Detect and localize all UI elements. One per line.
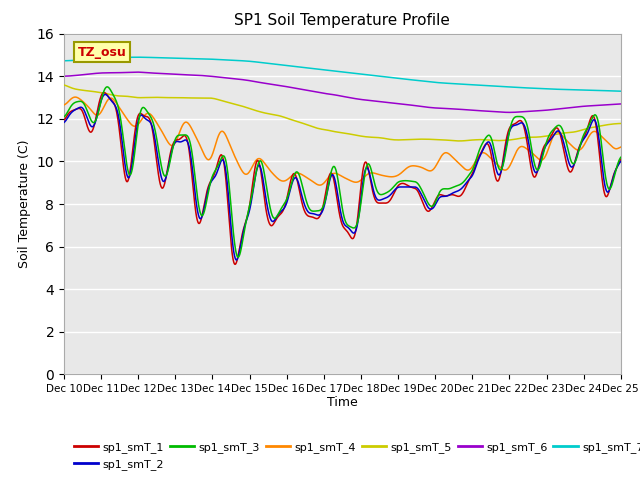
- Title: SP1 Soil Temperature Profile: SP1 Soil Temperature Profile: [234, 13, 451, 28]
- Legend: sp1_smT_1, sp1_smT_2, sp1_smT_3, sp1_smT_4, sp1_smT_5, sp1_smT_6, sp1_smT_7: sp1_smT_1, sp1_smT_2, sp1_smT_3, sp1_smT…: [70, 438, 640, 474]
- Text: TZ_osu: TZ_osu: [78, 46, 127, 59]
- Y-axis label: Soil Temperature (C): Soil Temperature (C): [18, 140, 31, 268]
- X-axis label: Time: Time: [327, 396, 358, 408]
